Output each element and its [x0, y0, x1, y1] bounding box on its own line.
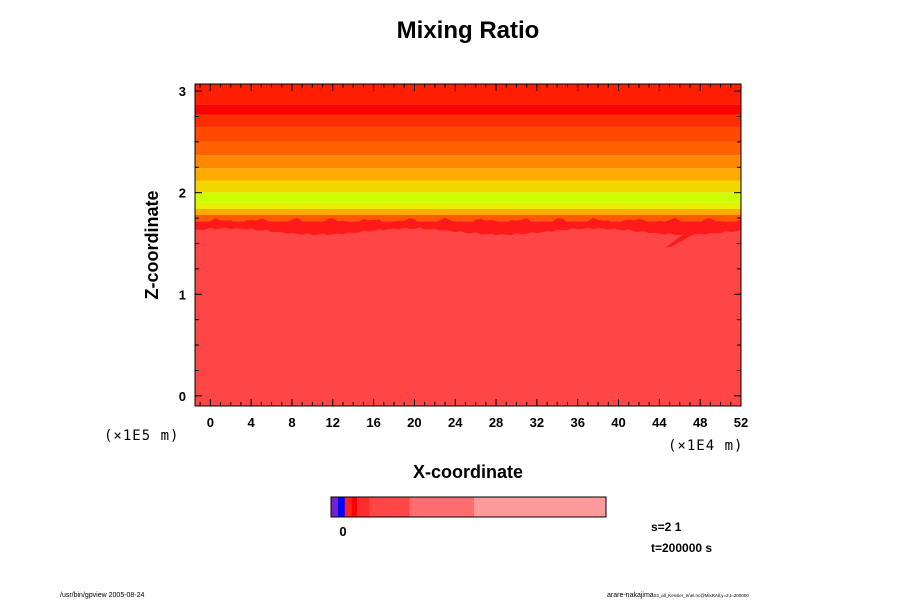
footer-right-sub: 03_all_Kessler_enel.nc@MixRAll,y=2,t=200… — [654, 593, 750, 598]
colorbar-segment — [474, 497, 607, 517]
x-axis-label: X-coordinate — [413, 462, 523, 482]
interface-dark-band — [195, 217, 741, 236]
interface-wave — [195, 217, 741, 248]
y-tick-label: 3 — [179, 84, 186, 99]
y-tick-label: 2 — [179, 186, 186, 201]
plot-frame — [194, 83, 742, 407]
colorbar-segment — [331, 497, 339, 517]
x-tick-label: 40 — [611, 415, 625, 430]
colorbar-tick-label: 0 — [339, 524, 346, 539]
contour-band — [195, 84, 741, 105]
contour-band — [195, 227, 741, 406]
x-exponent-label: (×1E4 m) — [668, 438, 743, 454]
colorbar-segment — [337, 497, 346, 517]
x-tick-label: 0 — [207, 415, 214, 430]
s-info: s=2 1 — [651, 520, 682, 534]
y-exponent-label: (×1E5 m) — [104, 428, 179, 444]
x-tick-label: 16 — [366, 415, 380, 430]
contour-field — [195, 84, 741, 406]
contour-band — [195, 215, 741, 222]
footer-right-main: arare-nakajima — [607, 592, 654, 599]
contour-band — [195, 208, 741, 216]
x-tick-label: 32 — [530, 415, 544, 430]
colorbar-segment — [357, 497, 370, 517]
x-tick-label: 4 — [248, 415, 256, 430]
contour-band — [195, 127, 741, 142]
colorbar-segment — [351, 497, 358, 517]
contour-band — [195, 114, 741, 128]
x-tick-label: 52 — [734, 415, 748, 430]
colorbar-segment — [369, 497, 410, 517]
y-axis-label: Z-coordinate — [142, 190, 162, 299]
x-tick-label: 28 — [489, 415, 503, 430]
plume — [665, 233, 696, 248]
x-tick-label: 48 — [693, 415, 707, 430]
time-info: t=200000 s — [651, 541, 712, 555]
contour-band — [195, 141, 741, 156]
footer-right: arare-nakajima03_all_Kessler_enel.nc@Mix… — [607, 592, 749, 599]
contour-band — [195, 192, 741, 203]
colorbar-segment — [344, 497, 352, 517]
contour-band — [195, 155, 741, 169]
contour-band — [195, 168, 741, 181]
x-tick-label: 12 — [326, 415, 340, 430]
x-tick-label: 44 — [652, 415, 667, 430]
contour-band — [195, 104, 741, 115]
contour-band — [195, 180, 741, 193]
footer-left: /usr/bin/gpview 2005-08-24 — [60, 592, 145, 599]
x-tick-label: 36 — [570, 415, 584, 430]
colorbar-segment — [409, 497, 475, 517]
x-tick-label: 24 — [448, 415, 463, 430]
x-tick-label: 8 — [288, 415, 295, 430]
x-axis-ticks: 0 4 8 12 16 20 24 28 32 36 40 44 48 52 — [199, 84, 748, 430]
y-tick-label: 1 — [179, 287, 186, 302]
y-axis-ticks: 0 1 2 3 — [179, 84, 741, 404]
colorbar-frame — [330, 496, 607, 518]
contour-band — [195, 202, 741, 209]
y-tick-label: 0 — [179, 389, 186, 404]
colorbar — [331, 497, 607, 517]
x-tick-label: 20 — [407, 415, 421, 430]
chart-title: Mixing Ratio — [397, 17, 540, 44]
